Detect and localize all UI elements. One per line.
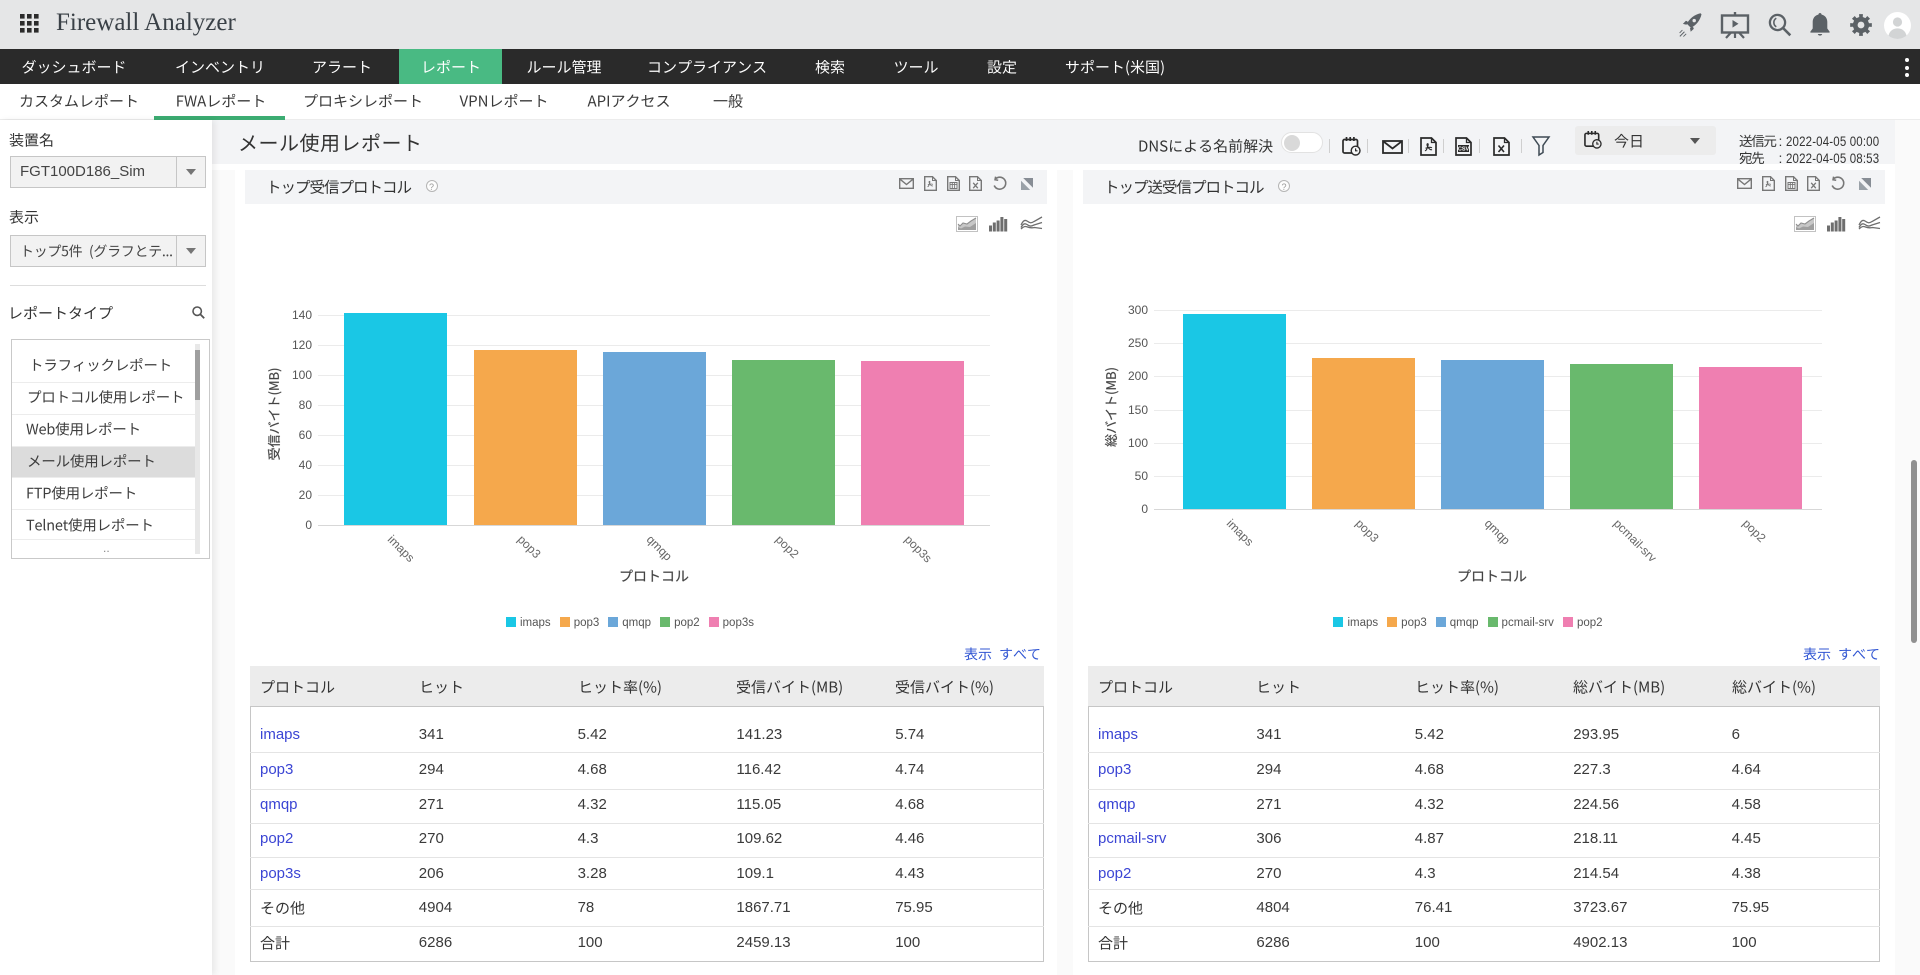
svg-text:CSV: CSV — [1458, 147, 1470, 153]
